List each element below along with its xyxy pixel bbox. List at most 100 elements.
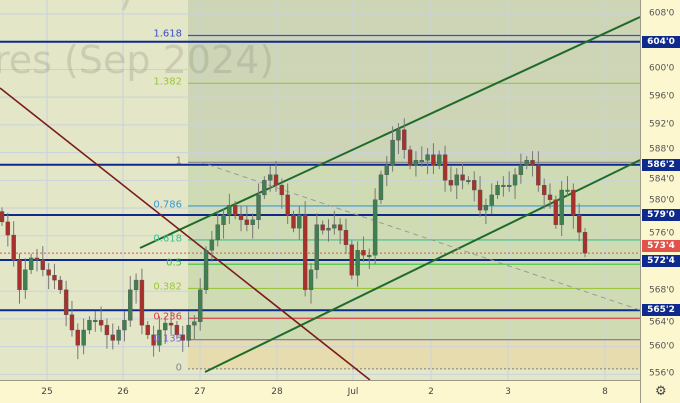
level-price-label: 579'0 bbox=[642, 208, 680, 221]
candle-body bbox=[407, 149, 413, 166]
fib-label: 0.236 bbox=[153, 311, 182, 323]
candle-body bbox=[232, 205, 238, 216]
candle-body bbox=[87, 320, 92, 331]
candle-body bbox=[512, 174, 518, 186]
candle-body bbox=[372, 199, 378, 256]
candle-body bbox=[5, 221, 11, 236]
candle-body bbox=[541, 184, 547, 196]
candle-body bbox=[75, 329, 80, 346]
candle-body bbox=[425, 154, 430, 161]
candle-body bbox=[198, 289, 203, 322]
candle-body bbox=[349, 244, 354, 276]
candle-body bbox=[442, 154, 448, 181]
candle-body bbox=[553, 199, 559, 225]
candle-body bbox=[536, 164, 541, 186]
candle-body bbox=[58, 279, 63, 291]
candle-body bbox=[180, 334, 185, 341]
price-tick: 608'0 bbox=[649, 8, 675, 19]
fib-label: 1.618 bbox=[153, 28, 182, 40]
date-label: 27 bbox=[194, 387, 206, 397]
candle-body bbox=[122, 320, 127, 331]
candle-body bbox=[256, 194, 261, 221]
candle-body bbox=[547, 194, 553, 200]
fib-label: 0.5 bbox=[166, 257, 182, 269]
candle-body bbox=[559, 189, 564, 225]
candle-body bbox=[52, 275, 57, 281]
candle-body bbox=[69, 314, 75, 331]
candle-body bbox=[477, 189, 483, 211]
gear-icon[interactable]: ⚙ bbox=[655, 384, 667, 399]
candle-body bbox=[116, 329, 121, 341]
candle-body bbox=[530, 160, 535, 166]
candle-body bbox=[133, 279, 139, 291]
plot-area[interactable] bbox=[0, 0, 640, 380]
candle-body bbox=[28, 257, 34, 270]
candle-body bbox=[244, 219, 250, 225]
candle-body bbox=[302, 214, 308, 291]
date-label: 25 bbox=[41, 387, 53, 397]
candle-body bbox=[0, 211, 5, 223]
candle-body bbox=[174, 324, 180, 336]
candle-body bbox=[40, 259, 46, 270]
price-tick: 576'0 bbox=[649, 228, 675, 239]
candle-body bbox=[23, 269, 28, 291]
candle-body bbox=[378, 174, 384, 200]
candle-body bbox=[343, 230, 349, 245]
candle-body bbox=[34, 257, 40, 261]
candle-body bbox=[472, 180, 477, 191]
price-tick: 588'0 bbox=[649, 144, 675, 155]
candle-body bbox=[285, 194, 290, 216]
candle-body bbox=[192, 321, 197, 326]
candle-body bbox=[157, 329, 162, 346]
candle-body bbox=[291, 214, 296, 229]
candle-body bbox=[11, 234, 16, 261]
candle-body bbox=[402, 129, 407, 151]
price-tick: 560'0 bbox=[649, 341, 675, 352]
fib-label: 0.618 bbox=[153, 233, 182, 245]
candle-body bbox=[17, 259, 22, 291]
candle-body bbox=[238, 214, 244, 221]
candle-body bbox=[46, 269, 51, 276]
level-price-label: 586'2 bbox=[642, 158, 680, 171]
candle-body bbox=[582, 232, 588, 254]
candle-body bbox=[384, 164, 389, 175]
candle-body bbox=[93, 320, 98, 323]
current-price-label: 573'4 bbox=[642, 240, 680, 252]
candle-body bbox=[361, 250, 366, 256]
symbol-watermark: res (Sep 2024) bbox=[0, 38, 275, 82]
time-axis[interactable]: 25 26 27 28 Jul 2 3 8 bbox=[0, 380, 640, 403]
date-label: 28 bbox=[271, 387, 283, 397]
candle-body bbox=[98, 320, 104, 326]
candle-body bbox=[227, 205, 232, 216]
candle-body bbox=[279, 184, 285, 196]
price-axis[interactable]: 608'0 600'0 596'0 592'0 588'0 584'0 580'0 576'0… bbox=[640, 0, 680, 403]
candle-body bbox=[454, 174, 459, 186]
price-tick: 584'0 bbox=[649, 174, 675, 185]
candle-body bbox=[221, 214, 226, 225]
fib-label: 1.382 bbox=[153, 76, 182, 88]
candle-body bbox=[81, 329, 86, 346]
fib-zone-lower bbox=[188, 339, 640, 369]
candle-body bbox=[273, 174, 279, 186]
candle-body bbox=[337, 224, 343, 231]
candle-body bbox=[110, 334, 115, 341]
fib-zone-mid bbox=[188, 162, 640, 340]
fib-label: 0 bbox=[175, 362, 182, 374]
price-tick: 600'0 bbox=[649, 63, 675, 74]
candle-body bbox=[250, 219, 255, 225]
price-tick: 580'0 bbox=[649, 195, 675, 206]
candle-body bbox=[390, 139, 395, 166]
candle-body bbox=[571, 189, 576, 216]
price-tick: 596'0 bbox=[649, 91, 675, 102]
candle-body bbox=[262, 180, 267, 196]
candle-body bbox=[448, 180, 454, 186]
candle-body bbox=[466, 180, 471, 183]
candle-body bbox=[332, 224, 337, 229]
candle-body bbox=[518, 164, 524, 175]
candle-body bbox=[168, 322, 174, 326]
fib-label: 0.382 bbox=[153, 281, 182, 293]
candle-body bbox=[314, 224, 320, 270]
fib-label: 0.135 bbox=[153, 333, 182, 345]
candle-body bbox=[151, 334, 156, 346]
